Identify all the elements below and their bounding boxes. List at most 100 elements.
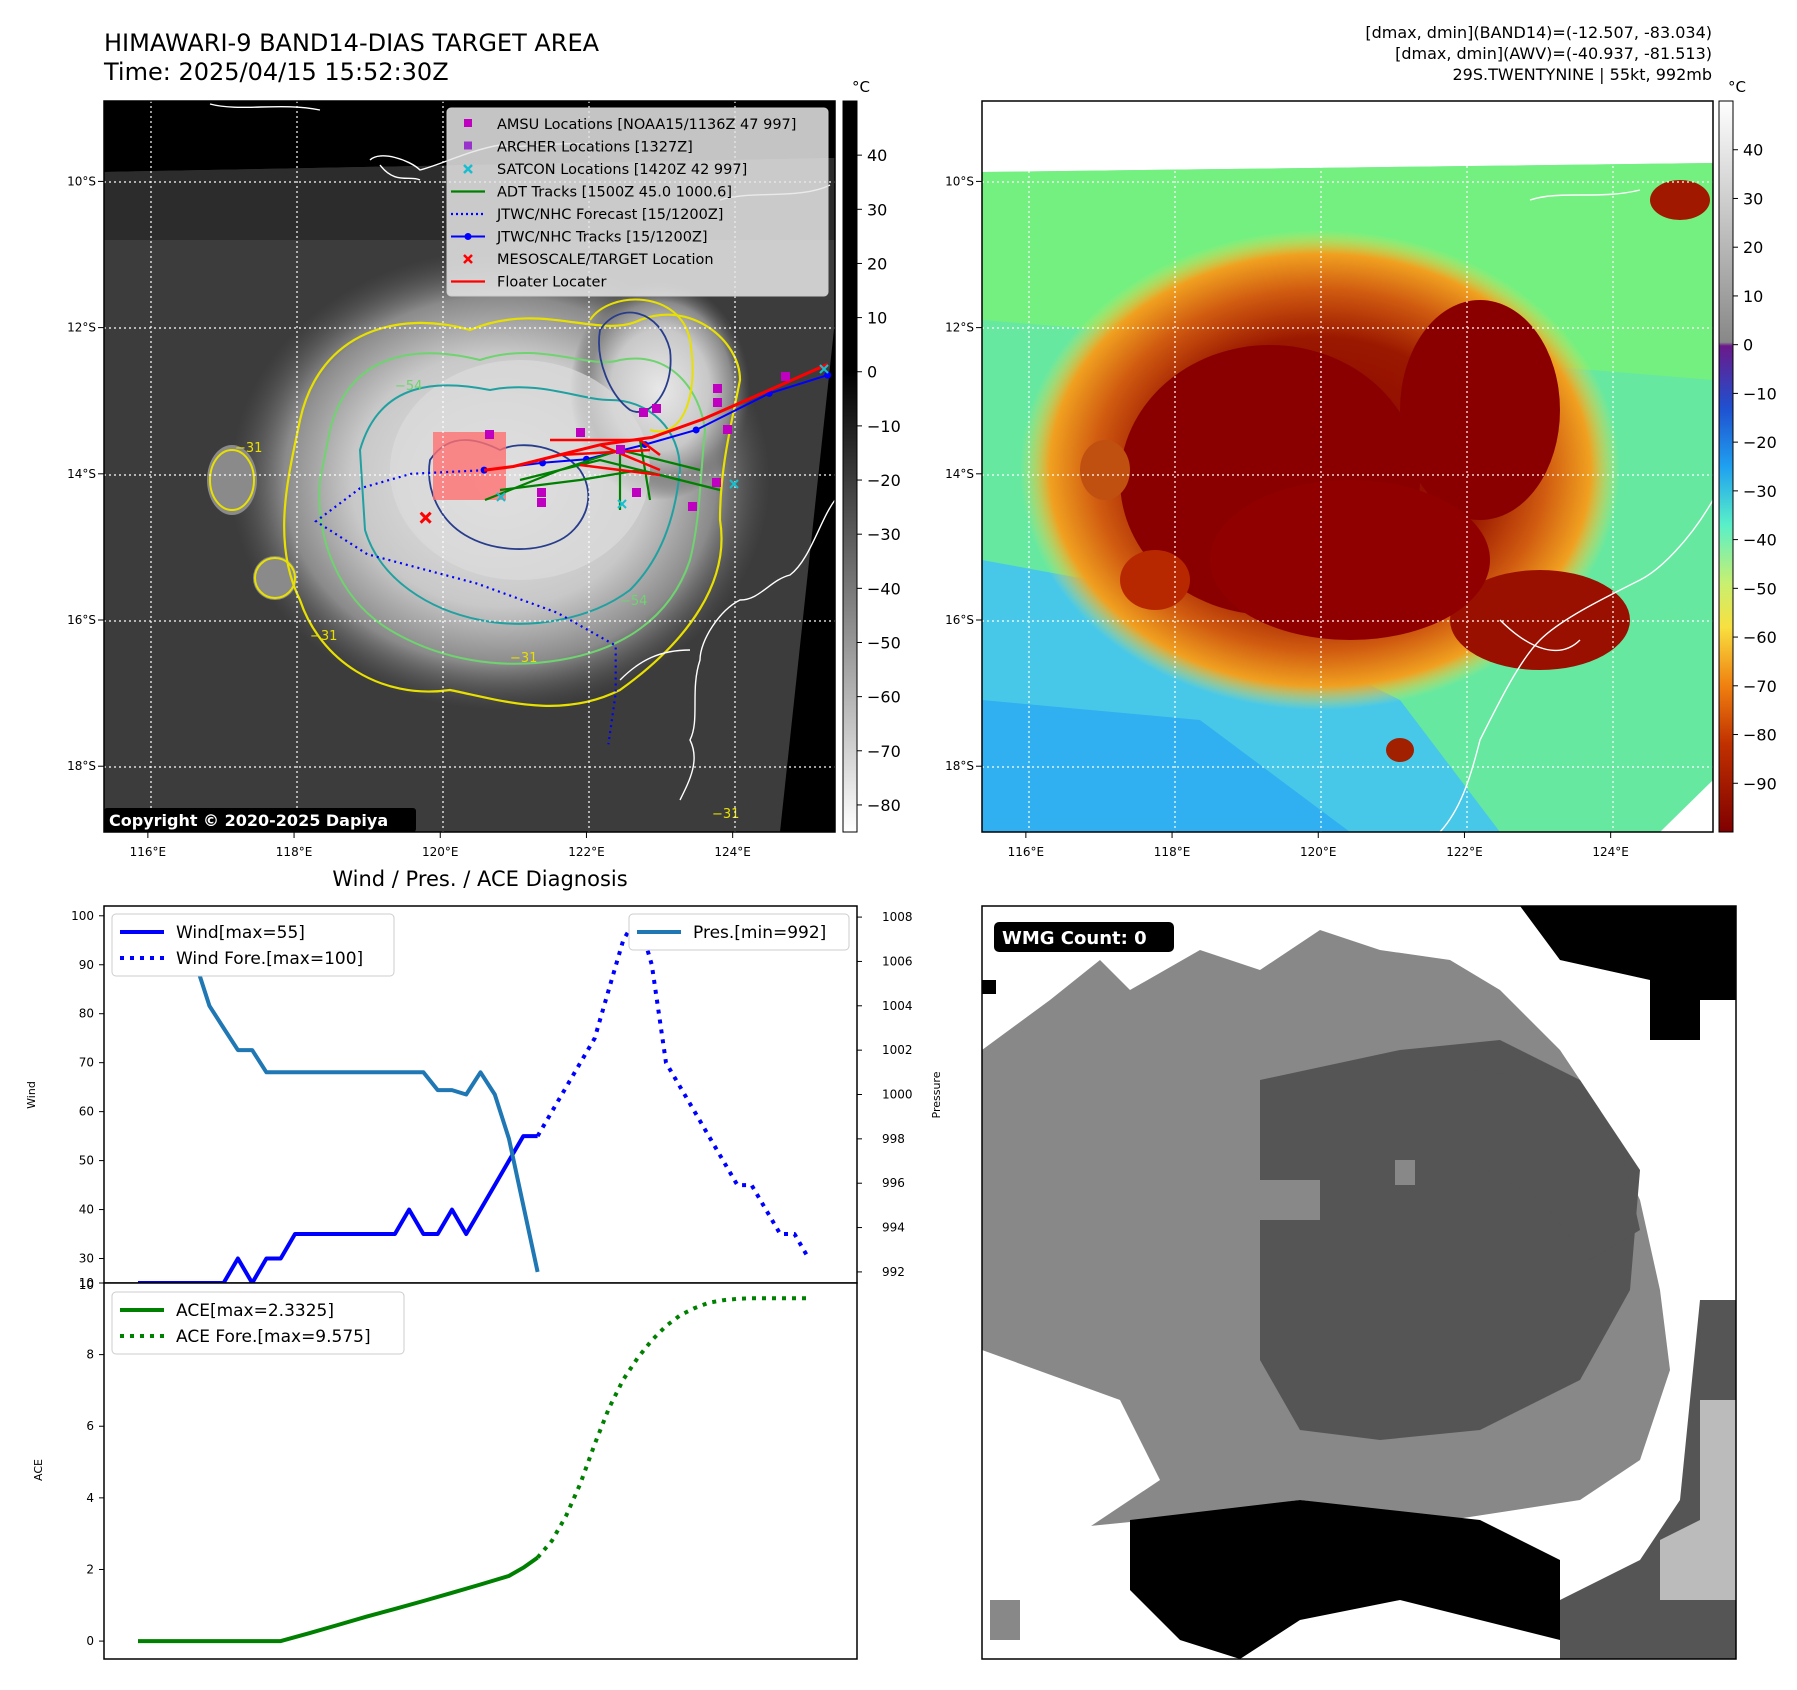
- map-title-line2: Time: 2025/04/15 15:52:30Z: [103, 58, 449, 86]
- legend-marker: [463, 254, 473, 264]
- colorbar-tick-label: −20: [867, 471, 901, 490]
- wmg-count-text: WMG Count: 0: [1002, 928, 1147, 949]
- legend-label: ADT Tracks [1500Z 45.0 1000.6]: [497, 185, 732, 201]
- amsu-markers: [485, 372, 790, 511]
- satcon-markers: [496, 364, 829, 509]
- colorbar-tick-label: 10: [1743, 287, 1763, 306]
- y-tick-label: 80: [79, 1007, 94, 1021]
- legend-marker: [463, 164, 473, 174]
- y-tick-label: 60: [79, 1105, 94, 1119]
- colorbar-b-unit: °C: [1728, 78, 1746, 96]
- colorbar-tick-label: −50: [867, 633, 901, 652]
- legend-label: Floater Locater: [497, 275, 606, 291]
- colorbar-tick-label: 30: [867, 200, 887, 219]
- contour-navy-band: [598, 311, 672, 413]
- y-tick-label: 6: [86, 1419, 94, 1433]
- legend-label: JTWC/NHC Forecast [15/1200Z]: [496, 207, 723, 223]
- awv-coastline: [1439, 189, 1713, 832]
- colorbar-tick-label: −90: [1743, 774, 1777, 793]
- y-tick-label: 18°S: [67, 759, 96, 773]
- header-right-line2: [dmax, dmin](AWV)=(-40.937, -81.513): [1395, 44, 1712, 63]
- colorbar-tick-label: −40: [1743, 531, 1777, 550]
- colorbar-a: °C 40 30 20 10 0 −10 −20 −30 −40 −50 −60 −70 −80: [842, 78, 901, 833]
- pressure-axis-label: Pressure: [930, 1071, 943, 1118]
- colorbar-tick-label: 30: [1743, 189, 1763, 208]
- map-title-line1: HIMAWARI-9 BAND14-DIAS TARGET AREA: [104, 29, 600, 57]
- y2-tick-label: 1002: [882, 1043, 913, 1057]
- chart-legend-label: ACE Fore.[max=9.575]: [176, 1327, 371, 1347]
- y2-tick-label: 1008: [882, 910, 913, 924]
- contour-label: −31: [235, 441, 262, 456]
- y2-tick-label: 998: [882, 1132, 905, 1146]
- y-tick-label: 10°S: [67, 174, 96, 188]
- jtwc-track-point: [692, 426, 700, 434]
- y-tick-label: 70: [79, 1056, 94, 1070]
- colorbar-tick-label: −80: [1743, 726, 1777, 745]
- contour-label: −31: [712, 807, 739, 822]
- chart-legend-label: Wind[max=55]: [176, 923, 305, 943]
- x-tick-label: 120°E: [1300, 845, 1337, 859]
- gridlines-b: [982, 101, 1713, 832]
- x-tick-label: 122°E: [1446, 845, 1483, 859]
- colorbar-tick-label: 20: [867, 254, 887, 273]
- y-tick-label: 12°S: [945, 321, 974, 335]
- contour-yellow-band: [589, 298, 694, 433]
- x-tick-label: 118°E: [1154, 845, 1191, 859]
- series-line: [136, 916, 540, 1273]
- wmg-panel: WMG Count: 0: [982, 906, 1736, 1659]
- wind-axis-label: Wind: [25, 1081, 38, 1109]
- colorbar-tick-label: −50: [1743, 579, 1777, 598]
- colorbar-tick-label: −30: [1743, 482, 1777, 501]
- y2-tick-label: 996: [882, 1176, 905, 1190]
- ace-axis-label: ACE: [32, 1459, 45, 1481]
- y2-tick-label: 1006: [882, 954, 913, 968]
- chart-legend-box: [628, 913, 850, 951]
- copyright-badge: Copyright © 2020-2025 Dapiya: [104, 808, 416, 832]
- y-tick-label: 4: [86, 1491, 94, 1505]
- colorbar-tick-label: 20: [1743, 238, 1763, 257]
- colorbar-tick-label: 0: [867, 363, 877, 382]
- x-tick-label: 118°E: [276, 845, 313, 859]
- y-tick-label: 10: [79, 1276, 94, 1290]
- legend-label: SATCON Locations [1420Z 42 997]: [497, 162, 747, 178]
- chart-legend-label: ACE[max=2.3325]: [176, 1301, 334, 1321]
- contour-label: −54: [620, 594, 647, 609]
- legend-label: MESOSCALE/TARGET Location: [497, 252, 714, 268]
- contour-label: −31: [310, 629, 337, 644]
- header-right-line1: [dmax, dmin](BAND14)=(-12.507, -83.034): [1365, 23, 1712, 42]
- wmg-count-badge: WMG Count: 0: [994, 922, 1174, 952]
- legend-label: AMSU Locations [NOAA15/1136Z 47 997]: [497, 117, 796, 133]
- coastline-south: [619, 499, 835, 801]
- colorbar-tick-label: 0: [1743, 336, 1753, 355]
- y-tick-label: 10°S: [945, 174, 974, 188]
- colorbar-a-unit: °C: [852, 78, 870, 96]
- ace-chart: 0 2 4 6 8 10 ACE[max=2.3325] ACE Fore.[max=9.57…: [32, 1276, 858, 1660]
- legend-label: ARCHER Locations [1327Z]: [497, 140, 693, 156]
- colorbar-tick-label: 40: [1743, 141, 1763, 160]
- y2-tick-label: 992: [882, 1265, 905, 1279]
- colorbar-tick-label: −80: [867, 796, 901, 815]
- y2-tick-label: 1000: [882, 1088, 913, 1102]
- x-tick-label: 116°E: [1008, 845, 1045, 859]
- colorbar-tick-label: −10: [1743, 384, 1777, 403]
- colorbar-tick-label: −70: [1743, 677, 1777, 696]
- y-tick-label: 10: [79, 1278, 94, 1292]
- colorbar-tick-label: −30: [867, 525, 901, 544]
- copyright-text: Copyright © 2020-2025 Dapiya: [109, 811, 388, 830]
- y-tick-label: 90: [79, 958, 94, 972]
- contour-outlier-2: [254, 557, 296, 599]
- x-tick-label: 124°E: [714, 845, 751, 859]
- legend-marker: [464, 119, 472, 127]
- y-tick-label: 8: [86, 1348, 94, 1362]
- colorbar-tick-label: −70: [867, 742, 901, 761]
- colorbar-tick-label: −60: [1743, 628, 1777, 647]
- y-tick-label: 40: [79, 1203, 94, 1217]
- series-line: [535, 913, 811, 1260]
- contour-outlier-1: [209, 449, 255, 511]
- contour-label: −54: [395, 379, 422, 394]
- y-tick-label: 50: [79, 1154, 94, 1168]
- series-line: [536, 1296, 809, 1559]
- y-tick-label: 12°S: [67, 321, 96, 335]
- chart-legend-label: Pres.[min=992]: [693, 923, 826, 943]
- y-tick-label: 0: [86, 1634, 94, 1648]
